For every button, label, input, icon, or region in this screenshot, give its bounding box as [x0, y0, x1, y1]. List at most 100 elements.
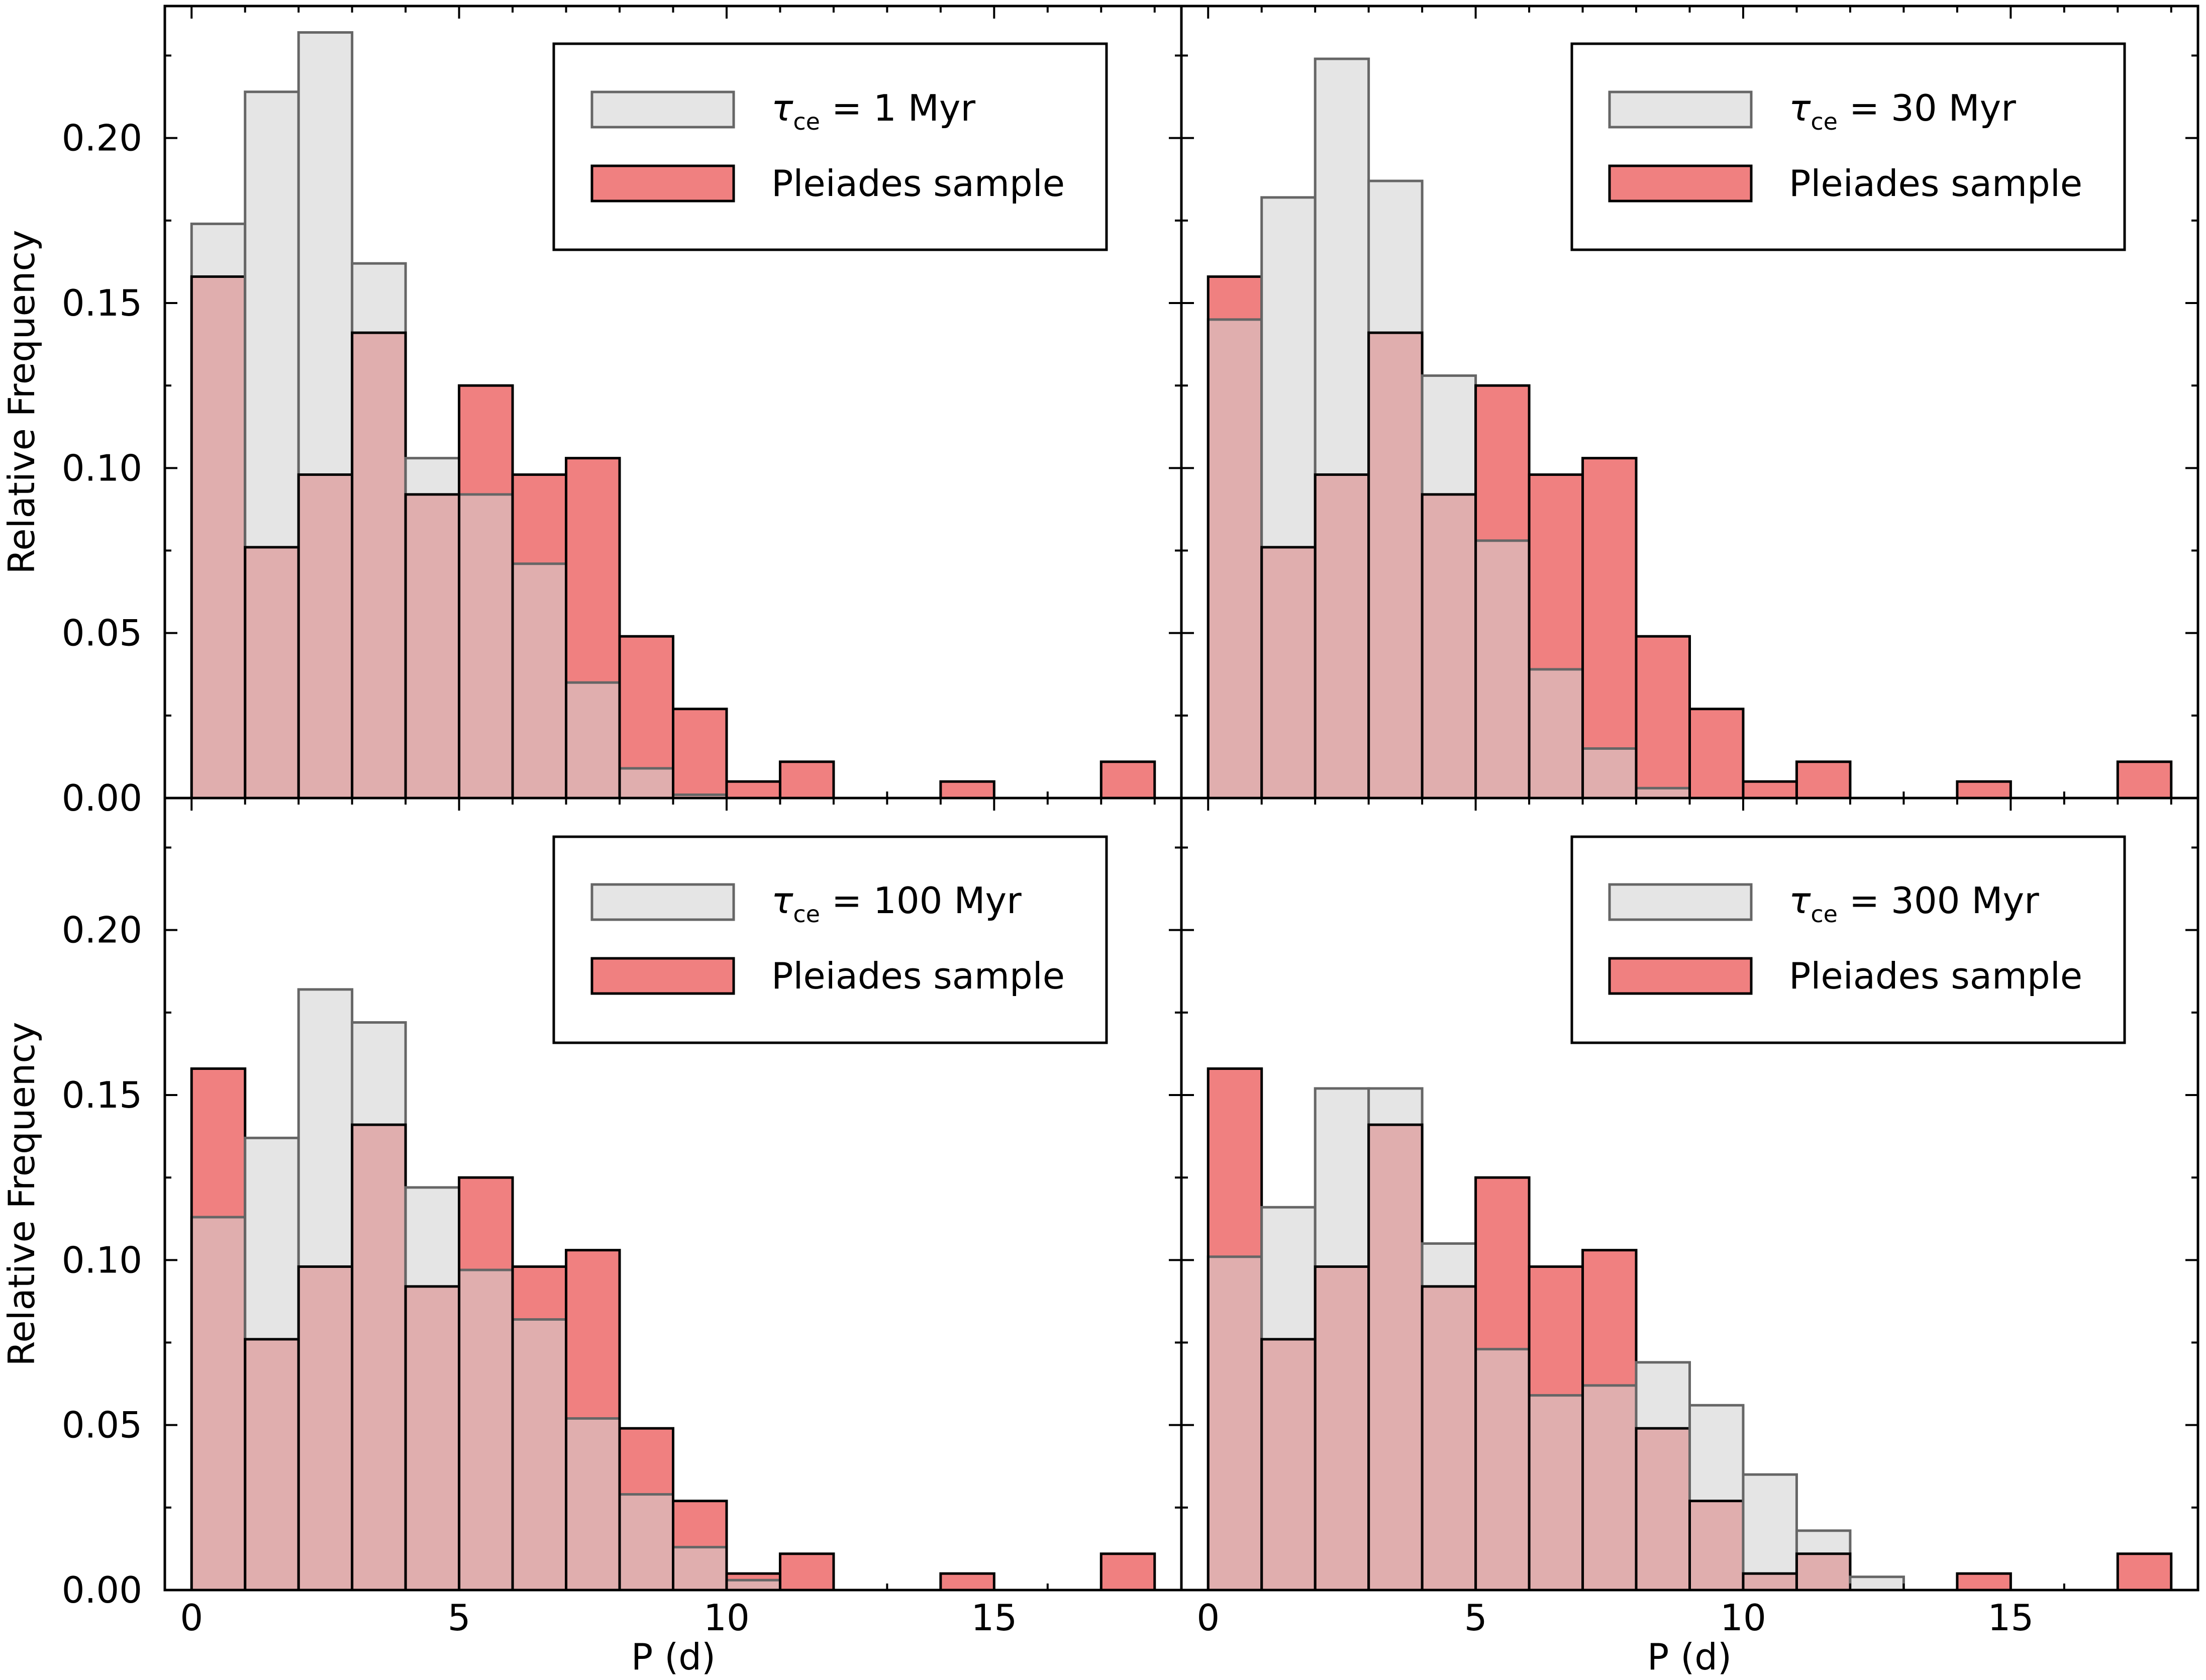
- overlap-bar-0: [1208, 1256, 1262, 1590]
- y-tick-label: 0.20: [62, 117, 142, 159]
- overlap-bar-0: [191, 276, 245, 798]
- sample-bar-11: [780, 1553, 834, 1590]
- bars-bottom-right: [1207, 1067, 2173, 1592]
- legend-model-swatch: [590, 90, 735, 129]
- overlap-bar-9: [673, 795, 727, 798]
- panel-bottom-right: τce = 300 Myr Pleiades sample: [1180, 797, 2199, 1592]
- overlap-bar-7: [566, 1418, 620, 1590]
- overlap-bar-6: [513, 1319, 566, 1590]
- overlap-bar-3: [352, 1125, 406, 1590]
- overlap-bar-1: [245, 1339, 299, 1590]
- legend-tau-symbol: τ: [1789, 879, 1811, 922]
- sample-bar-14: [1957, 781, 2011, 798]
- overlap-bar-1: [245, 547, 299, 798]
- legend-sample-label: Pleiades sample: [1789, 162, 2082, 205]
- legend-model-swatch: [590, 883, 735, 921]
- legend-model-label: τce = 30 Myr: [1789, 87, 2016, 135]
- legend-box: [552, 835, 1108, 1044]
- sample-bar-10: [1743, 781, 1797, 798]
- overlap-bar-2: [1315, 1266, 1369, 1590]
- overlap-bar-8: [620, 768, 673, 798]
- overlap-bar-3: [1368, 333, 1423, 798]
- overlap-bar-4: [406, 494, 459, 798]
- sample-bar-14: [1957, 1573, 2011, 1590]
- overlap-bar-7: [1582, 748, 1637, 798]
- y-tick-label: 0.10: [62, 1239, 142, 1281]
- sample-bar-11: [780, 761, 834, 798]
- overlap-bar-6: [1529, 669, 1583, 798]
- y-tick-label: 0.15: [62, 282, 142, 324]
- legend-tau-subscript: ce: [1811, 901, 1838, 928]
- overlap-bar-5: [1475, 540, 1530, 798]
- legend-tau-subscript: ce: [793, 901, 820, 928]
- y-tick-label: 0.00: [62, 1569, 142, 1611]
- legend-tau-symbol: τ: [1789, 87, 1811, 129]
- legend-tau-subscript: ce: [1811, 108, 1838, 135]
- overlap-bar-8: [1636, 788, 1690, 798]
- sample-bar-10: [726, 781, 780, 798]
- legend-tau-value: = 30 Myr: [1838, 87, 2016, 129]
- legend-tau-symbol: τ: [771, 879, 793, 922]
- legend-model-swatch: [1608, 883, 1753, 921]
- legend-tau-value: = 1 Myr: [820, 87, 976, 129]
- overlap-bar-9: [673, 1547, 727, 1590]
- x-tick-label: 5: [1464, 1597, 1487, 1639]
- overlap-bar-6: [513, 563, 566, 798]
- legend-bottom-left: τce = 100 Myr Pleiades sample: [552, 835, 1108, 1044]
- overlap-bar-7: [566, 682, 620, 798]
- axes-frame-bottom-right: [1180, 797, 2199, 1592]
- overlap-bar-8: [1636, 1428, 1690, 1590]
- sample-bar-8: [1636, 636, 1690, 798]
- legend-sample-label: Pleiades sample: [771, 955, 1065, 997]
- overlap-bar-1: [1261, 547, 1316, 798]
- tick-labels: 0.00 0.05 0.10 0.15 0.20 0.00 0.05 0.10 0.15 0.20…: [62, 117, 2034, 1639]
- sample-bar-17: [2118, 1553, 2171, 1590]
- panel-top-left: τce = 1 Myr Pleiades sample: [163, 5, 1183, 800]
- legend-top-left: τce = 1 Myr Pleiades sample: [552, 42, 1108, 251]
- overlap-bar-2: [298, 474, 352, 798]
- legend-model-label: τce = 100 Myr: [771, 879, 1022, 928]
- bars-top-left: [190, 31, 1156, 800]
- legend-sample-swatch: [1608, 957, 1753, 995]
- legend-box: [1570, 42, 2126, 251]
- legend-tau-value: = 300 Myr: [1838, 879, 2039, 922]
- overlap-bar-1: [1261, 1339, 1316, 1590]
- x-tick-label: 0: [1196, 1597, 1220, 1639]
- x-axis-label-right: P (d): [1647, 1636, 1732, 1678]
- legend-sample-swatch: [1608, 164, 1753, 203]
- overlap-bar-5: [459, 1270, 513, 1590]
- y-tick-label: 0.00: [62, 777, 142, 819]
- model-bar-10: [1743, 1474, 1797, 1590]
- model-bar-12: [1850, 1576, 1904, 1590]
- overlap-bar-0: [1208, 319, 1262, 798]
- overlap-bar-4: [1422, 494, 1476, 798]
- overlap-bar-0: [191, 1217, 245, 1590]
- legend-model-label: τce = 300 Myr: [1789, 879, 2039, 928]
- y-tick-label: 0.05: [62, 1404, 142, 1446]
- sample-bar-7: [1582, 458, 1637, 798]
- y-tick-label: 0.10: [62, 447, 142, 489]
- sample-bar-9: [673, 709, 727, 798]
- legend-bottom-right: τce = 300 Myr Pleiades sample: [1570, 835, 2126, 1044]
- legend-sample-label: Pleiades sample: [771, 162, 1065, 205]
- overlap-bar-4: [406, 1286, 459, 1590]
- overlap-bar-10: [726, 1580, 780, 1590]
- x-tick-label: 15: [971, 1597, 1018, 1639]
- panel-top-right: τce = 30 Myr Pleiades sample: [1180, 5, 2199, 800]
- y-tick-label: 0.05: [62, 612, 142, 654]
- sample-bar-9: [1689, 709, 1743, 798]
- x-axis-label-left: P (d): [631, 1636, 716, 1678]
- overlap-bar-10: [1743, 1573, 1797, 1590]
- overlap-bar-9: [1689, 1501, 1743, 1590]
- sample-bar-11: [1796, 761, 1850, 798]
- overlap-bar-11: [1796, 1553, 1850, 1590]
- y-tick-label: 0.15: [62, 1074, 142, 1116]
- overlap-bar-8: [620, 1494, 673, 1590]
- overlap-bar-3: [1368, 1125, 1423, 1590]
- overlap-bar-7: [1582, 1385, 1637, 1590]
- x-tick-label: 5: [448, 1597, 471, 1639]
- overlap-bar-5: [459, 494, 513, 798]
- legend-sample-swatch: [590, 957, 735, 995]
- x-tick-label: 10: [704, 1597, 750, 1639]
- y-axis-label-top: Relative Frequency: [1, 230, 43, 574]
